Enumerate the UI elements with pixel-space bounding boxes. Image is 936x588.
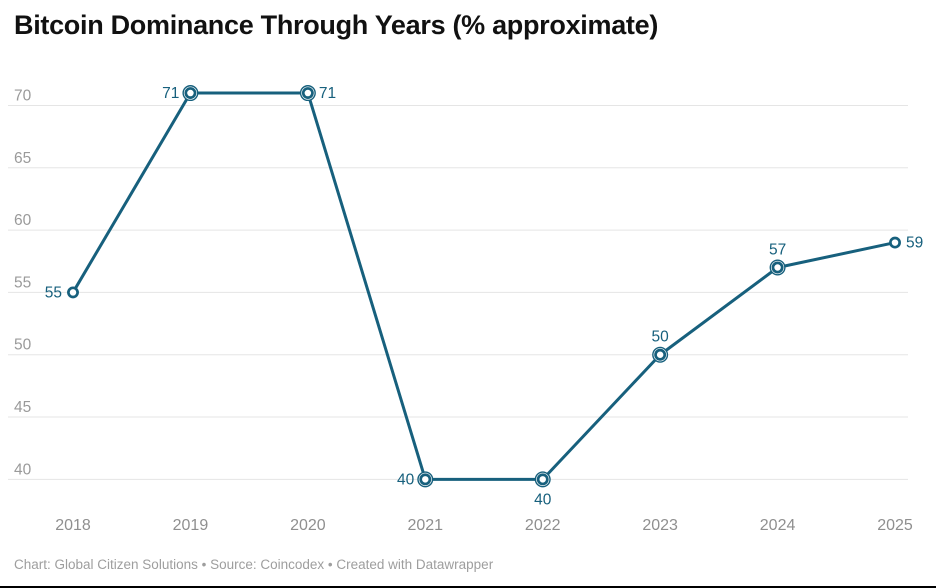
value-label-2018: 55 xyxy=(45,284,62,301)
data-line xyxy=(71,91,897,481)
y-axis-tick-label: 60 xyxy=(14,212,32,229)
x-axis-tick-label: 2024 xyxy=(760,517,796,534)
x-axis-tick-label: 2022 xyxy=(525,517,561,534)
y-axis-tick-label: 45 xyxy=(14,399,31,416)
y-axis-tick-label: 50 xyxy=(14,337,32,354)
value-label-2021: 40 xyxy=(397,471,415,488)
value-label-2023: 50 xyxy=(652,329,670,346)
chart-footer: Chart: Global Citizen Solutions • Source… xyxy=(14,557,494,572)
data-point-2024[interactable] xyxy=(771,261,784,274)
chart-title: Bitcoin Dominance Through Years (% appro… xyxy=(14,10,659,40)
y-axis-tick-label: 40 xyxy=(14,461,32,478)
value-label-2019: 71 xyxy=(162,85,179,102)
data-point-2020[interactable] xyxy=(301,87,314,99)
x-axis-tick-label: 2025 xyxy=(877,517,913,534)
data-point-2019[interactable] xyxy=(184,87,197,99)
value-label-2024: 57 xyxy=(769,242,786,259)
value-label-2020: 71 xyxy=(319,85,336,102)
x-axis-tick-label: 2019 xyxy=(173,517,209,534)
x-axis-tick-label: 2020 xyxy=(290,517,326,534)
y-axis-tick-label: 70 xyxy=(14,88,32,105)
y-axis-tick-label: 55 xyxy=(14,274,31,291)
x-axis-tick-label: 2018 xyxy=(55,517,91,534)
line-chart: 40 45 50 55 60 65 70 2018 2019 2020 2021 2022 2023 20… xyxy=(8,85,923,534)
y-axis-tick-label: 65 xyxy=(14,150,31,167)
data-point-2022[interactable] xyxy=(536,473,549,486)
x-axis-tick-label: 2023 xyxy=(642,517,678,534)
value-label-2022: 40 xyxy=(534,491,552,508)
data-point-2023[interactable] xyxy=(654,348,667,361)
data-point-2018[interactable] xyxy=(67,286,79,299)
data-point-2025[interactable] xyxy=(889,236,901,249)
data-point-2021[interactable] xyxy=(419,473,432,486)
value-label-2025: 59 xyxy=(906,235,923,252)
x-axis-tick-label: 2021 xyxy=(407,517,443,534)
